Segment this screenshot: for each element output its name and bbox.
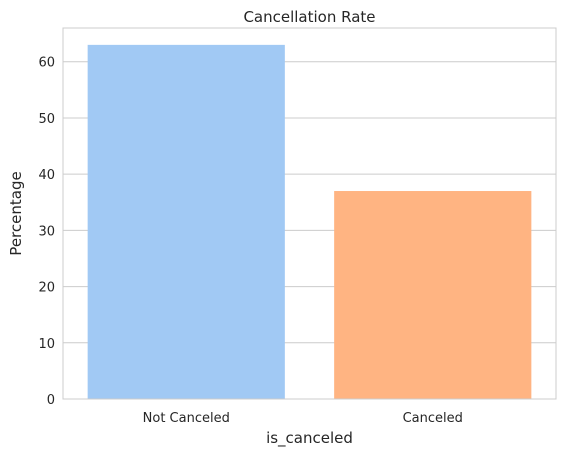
- x-tick-label: Not Canceled: [143, 411, 230, 426]
- y-tick-label: 20: [38, 281, 55, 296]
- y-tick-label: 0: [47, 393, 55, 408]
- x-tick-label: Canceled: [403, 411, 463, 426]
- bar-not-canceled: [88, 45, 285, 399]
- bar-canceled: [334, 191, 531, 399]
- y-tick-label: 60: [38, 56, 55, 71]
- chart-title: Cancellation Rate: [243, 8, 375, 26]
- y-tick-label: 40: [38, 168, 55, 183]
- y-axis-label: Percentage: [7, 171, 25, 255]
- y-tick-label: 10: [38, 337, 55, 352]
- y-tick-label: 30: [38, 224, 55, 239]
- x-axis-label: is_canceled: [266, 429, 353, 448]
- y-tick-label: 50: [38, 112, 55, 127]
